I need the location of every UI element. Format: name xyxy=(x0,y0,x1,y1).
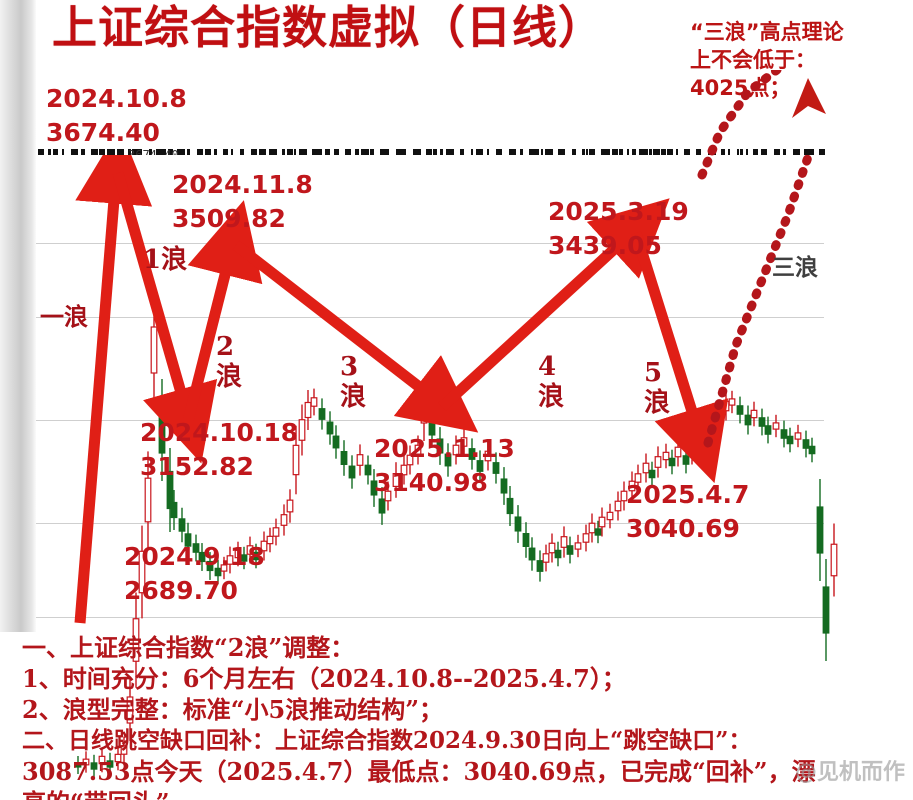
annotation-peak-2024-11-08: 2024.11.8 3509.82 xyxy=(172,168,313,236)
annotation-low-2025-01-13: 2025.1.13 3140.98 xyxy=(374,432,515,500)
annotation-date: 2024.11.8 xyxy=(172,170,313,199)
notes-line-5: 3087.53点今天（2025.4.7）最低点：3040.69点，已完成“回补”… xyxy=(22,757,816,786)
theory-note: “三浪”高点理论 上不会低于： 4025点； xyxy=(690,18,910,102)
wave-label-main: 一浪 xyxy=(40,302,88,331)
annotation-date: 2024.10.8 xyxy=(46,84,187,113)
theory-line-3: 4025点； xyxy=(690,76,791,100)
notes-line-4: 二、日线跳空缺口回补：上证综合指数2024.9.30日向上“跳空缺口”： xyxy=(22,727,752,754)
annotation-low-2024-09-18: 2024.9.18 2689.70 xyxy=(124,540,265,608)
annotation-value: 3439.05 xyxy=(548,231,662,260)
annotation-value: 3674.40 xyxy=(46,118,160,147)
notes-line-6: 亮的“带回头” xyxy=(22,787,913,800)
notes-block: 一、上证综合指数“2浪”调整： 1、时间充分：6个月左右（2024.10.8--… xyxy=(22,632,913,800)
wave-label-5: 5 浪 xyxy=(644,358,671,418)
gridline xyxy=(36,617,824,618)
annotation-low-2025-04-07: 2025.4.7 3040.69 xyxy=(626,478,749,546)
notes-line-2: 1、时间充分：6个月左右（2024.10.8--2025.4.7）； xyxy=(22,664,626,693)
notes-line-3: 2、浪型完整：标准“小5浪推动结构”； xyxy=(22,695,444,724)
wave-label-2: 2 浪 xyxy=(216,332,243,392)
theory-line-2: 上不会低于： xyxy=(690,48,816,72)
annotation-peak-2024-10-08: 2024.10.8 3674.40 xyxy=(46,82,187,150)
wave-label-3: 3 浪 xyxy=(340,352,367,412)
annotation-date: 2025.3.19 xyxy=(548,197,689,226)
annotation-value: 3040.69 xyxy=(626,514,740,543)
wave-label-third: 三浪 xyxy=(772,254,818,281)
wave-label-1: 1浪 xyxy=(143,245,188,275)
wave-label-4: 4 浪 xyxy=(538,352,565,412)
annotation-date: 2024.9.18 xyxy=(124,542,265,571)
left-edge-gradient xyxy=(0,0,36,632)
annotation-date: 2024.10.18 xyxy=(140,418,299,447)
page-title: 上证综合指数虚拟（日线） xyxy=(52,1,605,54)
gridline xyxy=(36,523,824,524)
notes-line-1: 一、上证综合指数“2浪”调整： xyxy=(22,633,355,662)
theory-line-1: “三浪”高点理论 xyxy=(690,20,844,44)
annotation-value: 2689.70 xyxy=(124,576,238,605)
annotation-date: 2025.1.13 xyxy=(374,434,515,463)
annotation-value: 3152.82 xyxy=(140,452,254,481)
annotation-value: 3509.82 xyxy=(172,204,286,233)
watermark: @见机而作 xyxy=(794,760,905,785)
annotation-date: 2025.4.7 xyxy=(626,480,750,509)
gridline xyxy=(36,243,824,244)
annotation-peak-2025-03-19: 2025.3.19 3439.05 xyxy=(548,195,689,263)
annotation-low-2024-10-18: 2024.10.18 3152.82 xyxy=(140,416,298,484)
annotation-value: 3140.98 xyxy=(374,468,488,497)
